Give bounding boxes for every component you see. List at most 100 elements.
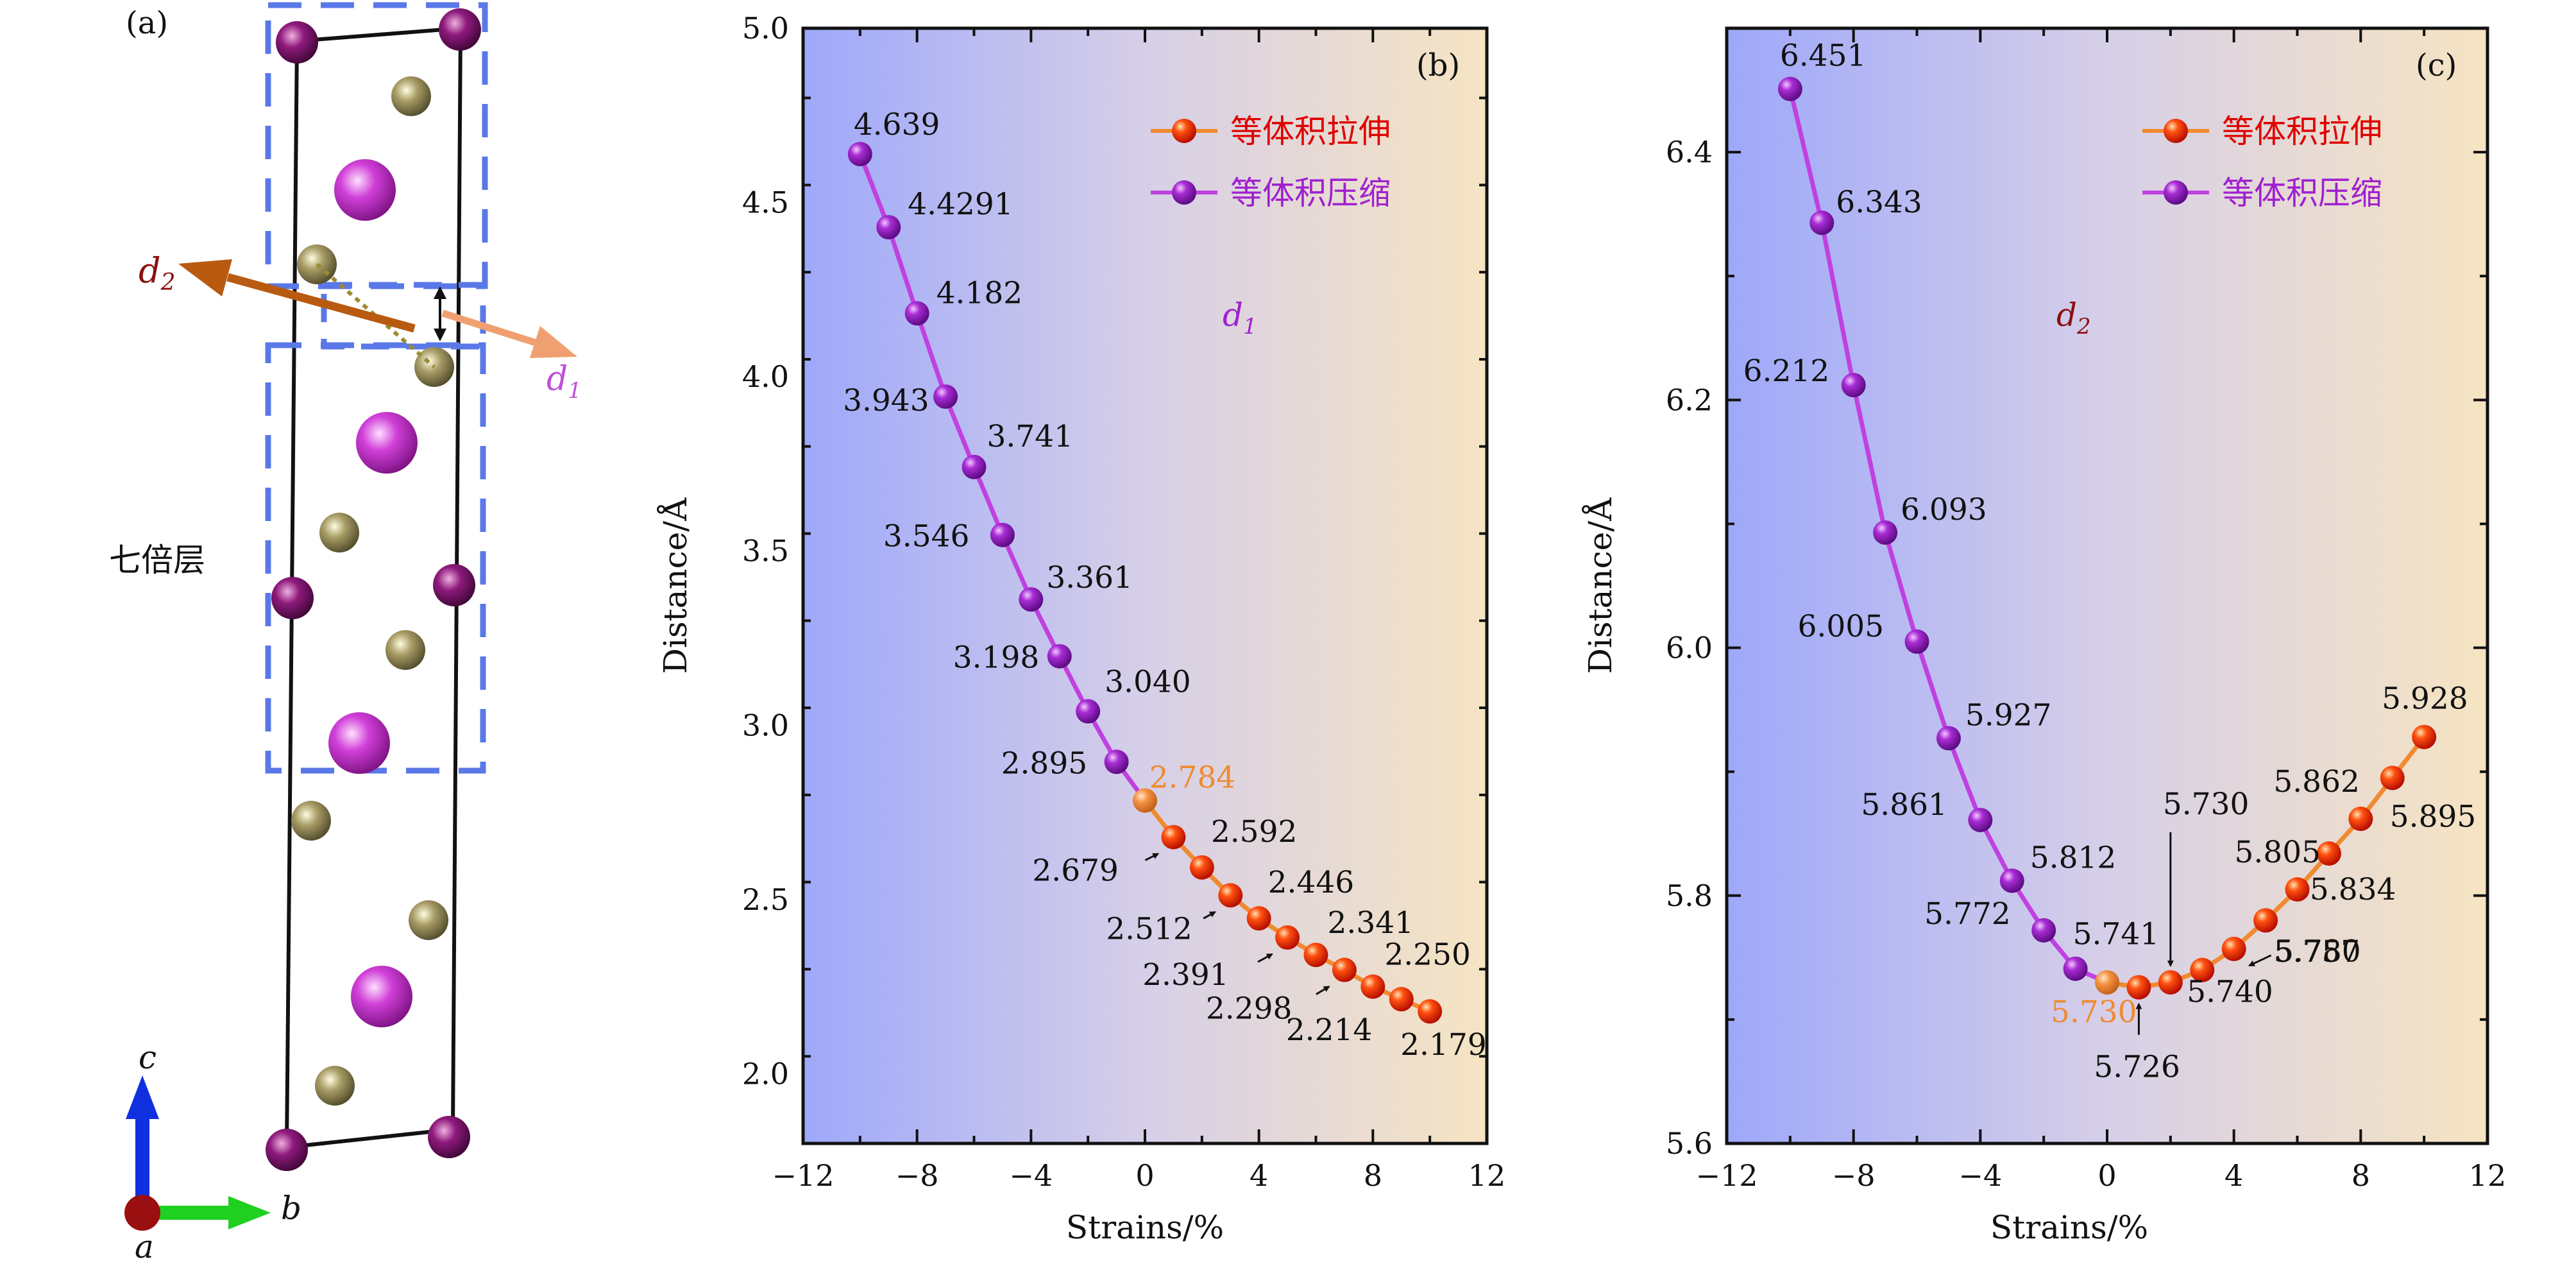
data-point-stretch xyxy=(2126,975,2151,1000)
point-label-stretch: 5.862 xyxy=(2273,764,2360,800)
point-label-stretch: 5.780 xyxy=(2275,934,2361,969)
point-label-stretch: 2.512 xyxy=(1106,911,1192,946)
point-label-compress: 3.040 xyxy=(1105,665,1191,700)
x-tick-label: −4 xyxy=(1958,1158,2002,1193)
point-label-compress: 3.741 xyxy=(987,419,1074,454)
legend-c: 等体积拉伸 等体积压缩 xyxy=(2142,113,2382,212)
layer-label: 七倍层 xyxy=(109,542,205,579)
point-label-compress: 5.772 xyxy=(1924,896,2011,932)
d1-arrow-head xyxy=(530,326,577,358)
big-atom xyxy=(328,712,390,774)
x-tick-label: 4 xyxy=(1250,1158,1268,1193)
point-label-stretch: 5.834 xyxy=(2310,872,2396,907)
data-point-stretch xyxy=(1418,999,1443,1024)
legend-b: 等体积拉伸 等体积压缩 xyxy=(1151,113,1391,212)
x-tick-label: −8 xyxy=(895,1158,939,1193)
data-point-compress xyxy=(1809,210,1835,235)
axis-a-label: a xyxy=(135,1228,154,1265)
data-points-c xyxy=(1777,76,2437,1000)
point-label-stretch: 2.179 xyxy=(1400,1027,1487,1063)
point-label-stretch: 2.446 xyxy=(1268,865,1355,900)
legend-marker-compress xyxy=(1172,180,1196,205)
y-tick-label: 4.5 xyxy=(742,185,789,220)
plot-background-b xyxy=(803,28,1487,1143)
corner-atom xyxy=(439,8,481,51)
y-tick-label: 3.5 xyxy=(742,534,789,569)
data-point-compress xyxy=(2063,956,2088,981)
x-tick-label: 0 xyxy=(1135,1158,1154,1193)
corner-atom xyxy=(271,577,314,619)
legend-marker-compress xyxy=(2164,180,2188,205)
data-point-stretch xyxy=(1332,957,1357,982)
data-point-stretch xyxy=(2190,957,2215,982)
y-tick-label: 5.6 xyxy=(1666,1126,1713,1161)
point-label-stretch: 2.391 xyxy=(1142,957,1229,993)
legend-label-compress: 等体积压缩 xyxy=(1230,175,1391,212)
label-arrows-b xyxy=(1144,853,1330,995)
corner-atom xyxy=(266,1129,308,1171)
data-point-stretch xyxy=(1161,825,1186,850)
data-point-stretch xyxy=(1275,925,1300,950)
point-label-compress: 6.343 xyxy=(1836,185,1922,220)
dashed-box-lower xyxy=(265,342,486,774)
data-point-stretch xyxy=(1360,974,1385,999)
point-label-compress: 2.895 xyxy=(1001,746,1088,781)
y-tick-label: 6.0 xyxy=(1666,631,1713,665)
x-axis-title-b: Strains/% xyxy=(1066,1209,1224,1246)
d2-label: d2 xyxy=(139,250,175,296)
legend-label-stretch: 等体积拉伸 xyxy=(2222,113,2382,150)
point-label-origin: 2.784 xyxy=(1149,760,1236,796)
y-tick-label: 2.0 xyxy=(742,1056,789,1091)
small-atom xyxy=(315,1066,355,1106)
point-label-compress: 4.182 xyxy=(936,275,1023,311)
point-label-stretch: 5.928 xyxy=(2382,681,2468,717)
point-label-compress: 5.812 xyxy=(2030,841,2117,876)
label-arrow xyxy=(1257,953,1273,963)
point-label-stretch: 5.805 xyxy=(2235,835,2321,870)
corner-atom xyxy=(276,21,318,64)
point-label-stretch: 2.592 xyxy=(1211,814,1298,850)
point-label-stretch: 5.757 xyxy=(2274,934,2360,970)
legend-marker-stretch xyxy=(1172,119,1196,143)
label-arrow xyxy=(2248,954,2272,967)
plot-frame-b xyxy=(801,26,1489,1145)
point-label-origin: 5.730 xyxy=(2051,995,2137,1030)
point-label-stretch: 2.341 xyxy=(1328,905,1414,941)
point-label-compress: 6.212 xyxy=(1743,354,1830,389)
data-point-stretch xyxy=(1218,883,1243,908)
point-label-compress: 6.093 xyxy=(1901,492,1987,527)
point-label-stretch: 5.740 xyxy=(2187,975,2273,1010)
data-point-compress xyxy=(1104,749,1129,774)
axes-triad: c b a xyxy=(124,1039,301,1265)
point-label-compress: 4.639 xyxy=(854,107,940,142)
x-tick-label: 12 xyxy=(1468,1158,1506,1193)
corner-atom xyxy=(433,564,475,606)
crystal-structure-panel: (a) xyxy=(109,2,582,1265)
small-atom xyxy=(409,900,448,940)
point-label-compress: 3.198 xyxy=(953,640,1040,676)
small-atom xyxy=(291,801,331,841)
data-point-compress xyxy=(1873,520,1898,545)
data-point-compress xyxy=(876,215,901,240)
data-point-stretch xyxy=(2285,877,2310,902)
point-label-compress: 3.361 xyxy=(1046,560,1133,595)
data-point-stretch xyxy=(2253,908,2278,933)
b-axis-arrow-head xyxy=(228,1196,271,1229)
x-tick-label: −12 xyxy=(1695,1158,1758,1193)
data-point-origin xyxy=(2095,970,2119,995)
data-point-compress xyxy=(933,384,958,409)
point-label-stretch: 5.726 xyxy=(2094,1050,2180,1085)
small-atom xyxy=(391,76,431,116)
point-labels-b: 4.639 4.4291 4.182 3.943 3.741 3.546 3.361 3.19… xyxy=(843,107,1487,1063)
point-label-stretch: 5.895 xyxy=(2390,799,2477,834)
small-atom xyxy=(386,630,425,670)
x-tick-label: 8 xyxy=(1364,1158,1382,1193)
y-tick-label: 2.5 xyxy=(742,882,789,917)
data-point-stretch xyxy=(1246,906,1271,931)
y-axis-title-b: Distance/Å xyxy=(656,497,694,674)
y-tick-label: 5.8 xyxy=(1666,878,1713,913)
d1-arrow xyxy=(441,309,539,347)
distance-arrow-head-top xyxy=(434,286,446,299)
point-label-compress: 5.927 xyxy=(1965,698,2052,733)
axis-b-label: b xyxy=(281,1190,301,1227)
